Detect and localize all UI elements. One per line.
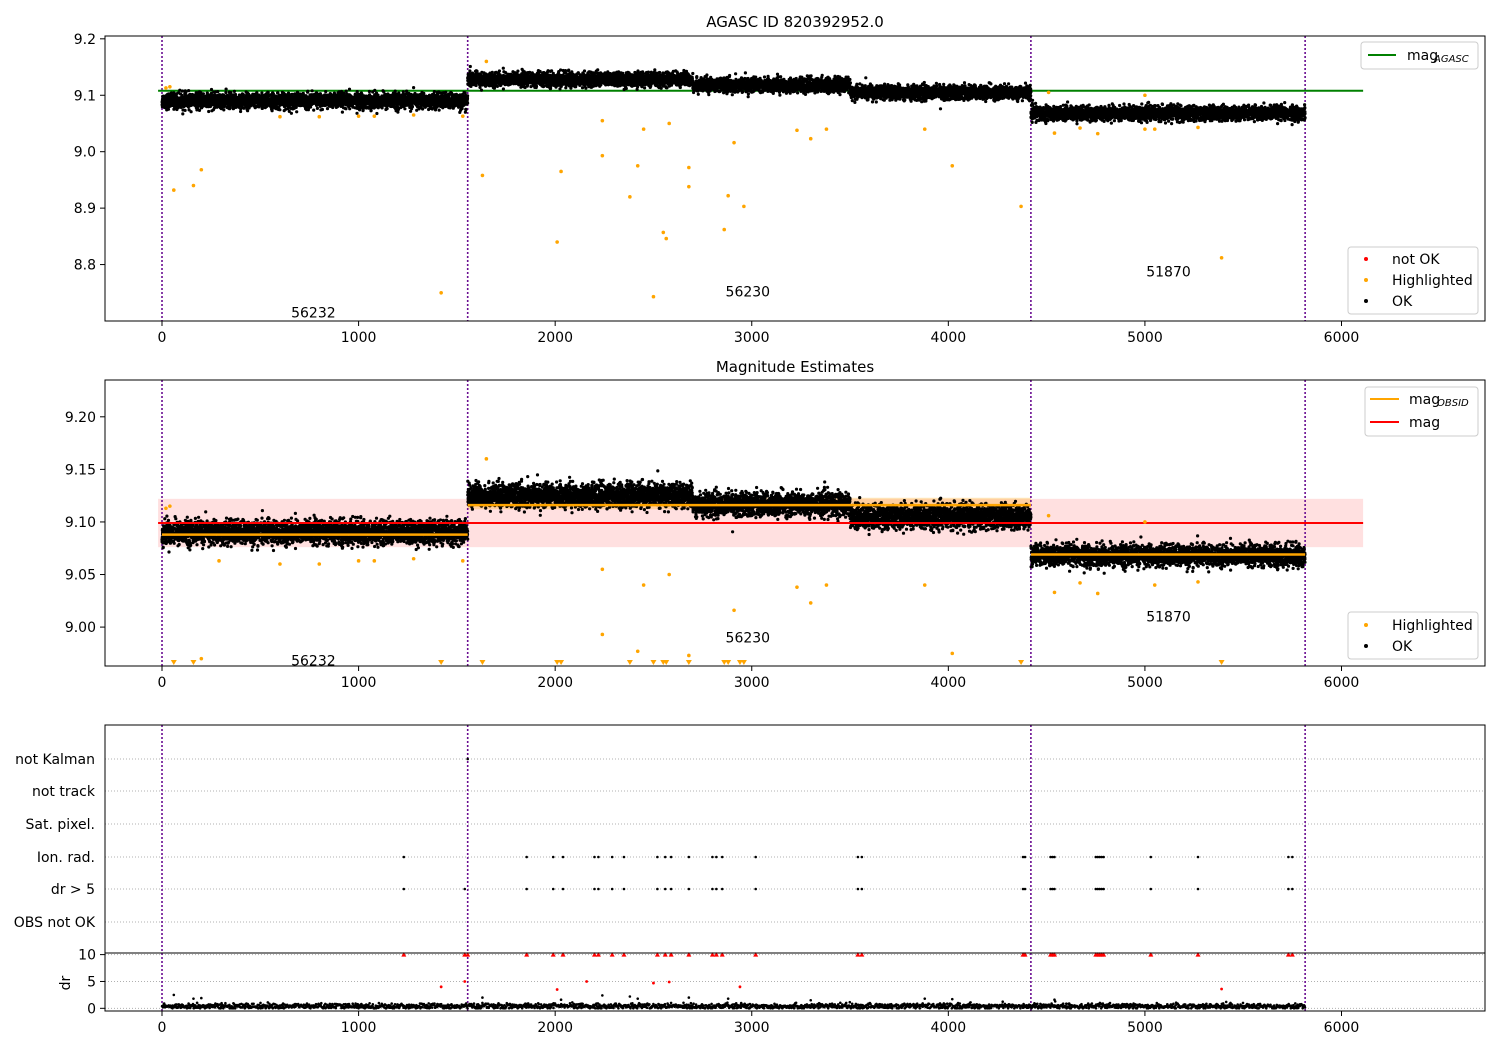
data-point-ok (402, 90, 405, 93)
data-point-ok (422, 92, 425, 95)
data-point-ok (306, 90, 309, 93)
data-point-ok (438, 109, 441, 112)
data-point-ok (190, 110, 193, 113)
data-point-ok (348, 88, 351, 91)
data-point-ok (295, 110, 298, 113)
data-point-ok (468, 69, 471, 72)
data-point-ok (403, 107, 406, 110)
data-point-ok (198, 109, 201, 112)
data-point-ok (502, 67, 505, 70)
data-point-ok (386, 107, 389, 110)
data-point-ok (345, 90, 348, 93)
data-point-ok (433, 90, 436, 93)
data-point-ok (368, 90, 371, 93)
data-point-ok (210, 88, 213, 91)
data-point-ok (181, 112, 184, 115)
data-point-ok (583, 69, 586, 72)
data-point-ok (475, 70, 478, 73)
data-point-ok (187, 89, 190, 92)
data-point-ok (184, 109, 187, 112)
data-point-ok (535, 85, 538, 88)
data-point-ok (491, 71, 494, 74)
data-point-ok (584, 87, 587, 90)
data-point-ok (348, 107, 351, 110)
data-point-ok (207, 110, 210, 113)
data-point-ok (290, 112, 293, 115)
data-point-ok (222, 108, 225, 111)
data-point-ok (466, 94, 469, 97)
chart-title: AGASC ID 820392952.0 (706, 13, 884, 31)
data-point-ok (216, 90, 219, 93)
data-point-ok (239, 110, 242, 113)
data-point-ok (596, 68, 599, 71)
data-point-ok (167, 108, 170, 111)
data-point-ok (466, 102, 469, 105)
data-point-ok (312, 109, 315, 112)
data-point-ok (469, 65, 472, 68)
data-point-ok (229, 106, 232, 109)
data-point-ok (444, 91, 447, 94)
data-point-ok (246, 109, 249, 112)
data-point-ok (411, 105, 414, 108)
data-point-ok (181, 89, 184, 92)
data-point-ok (341, 111, 344, 114)
data-point-ok (480, 89, 483, 92)
data-point-ok (412, 86, 415, 89)
data-point-ok (381, 106, 384, 109)
data-point-ok (260, 91, 263, 94)
data-point-ok (278, 108, 281, 111)
data-point-ok (478, 86, 481, 89)
data-point-ok (224, 91, 227, 94)
data-point-ok (502, 87, 505, 90)
data-point-ok (564, 71, 567, 74)
data-point-ok (324, 90, 327, 93)
data-point-ok (311, 89, 314, 92)
data-point-ok (233, 90, 236, 93)
data-point-ok (475, 84, 478, 87)
data-point-ok (344, 107, 347, 110)
data-point-ok (225, 88, 228, 91)
data-point-ok (516, 70, 519, 73)
series-ok (161, 65, 1307, 126)
data-point-ok (375, 112, 378, 115)
data-point-ok (421, 107, 424, 110)
data-point-ok (321, 108, 324, 111)
data-point-ok (370, 109, 373, 112)
data-point-ok (464, 108, 467, 111)
data-point-ok (498, 69, 501, 72)
data-point-ok (316, 107, 319, 110)
data-point-ok (567, 69, 570, 72)
data-point-ok (373, 89, 376, 92)
data-point-ok (184, 91, 187, 94)
data-point-ok (326, 107, 329, 110)
